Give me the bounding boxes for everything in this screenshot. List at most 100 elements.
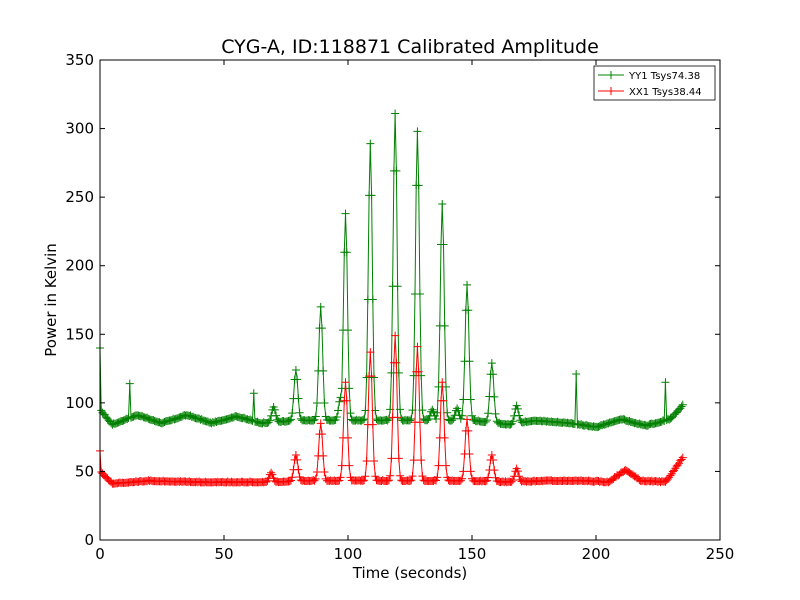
- legend-label: YY1 Tsys74.38: [628, 71, 700, 82]
- legend-marker: [607, 71, 615, 79]
- data-point: [319, 366, 328, 375]
- data-point: [295, 408, 304, 417]
- legend-entries: YY1 Tsys74.38 XX1 Tsys38.44: [598, 71, 702, 98]
- data-point: [320, 468, 329, 477]
- data-point: [409, 456, 418, 465]
- data-point: [415, 418, 424, 427]
- data-point: [360, 415, 369, 424]
- data-point: [335, 397, 344, 406]
- ticks-layer: 0 50 100 150 200 250 0 50 100 150 200 250 300 350: [65, 51, 734, 563]
- data-point: [316, 302, 325, 311]
- x-tick-label: 250: [706, 545, 735, 563]
- data-point: [267, 468, 276, 477]
- data-point: [666, 471, 675, 480]
- data-point: [407, 476, 416, 485]
- data-point: [265, 416, 274, 425]
- data-point: [487, 450, 496, 459]
- y-tick-label: 0: [84, 531, 94, 549]
- y-tick-label: 250: [65, 188, 94, 206]
- data-point: [466, 395, 475, 404]
- data-point: [490, 392, 499, 401]
- data-point: [286, 415, 295, 424]
- y-axis-label: Power in Kelvin: [42, 243, 60, 357]
- data-point: [334, 406, 343, 415]
- data-point: [438, 378, 447, 387]
- data-point: [441, 382, 450, 391]
- data-point: [293, 455, 302, 464]
- legend-marker: [607, 87, 615, 95]
- data-point: [345, 461, 354, 470]
- data-point: [342, 248, 351, 257]
- data-point: [433, 473, 442, 482]
- data-point: [513, 404, 522, 413]
- data-point: [458, 474, 467, 483]
- data-point: [454, 406, 463, 415]
- data-point: [313, 398, 321, 407]
- data-point: [484, 473, 493, 482]
- data-point: [268, 470, 277, 479]
- data-point: [366, 139, 375, 148]
- data-point: [392, 166, 401, 175]
- data-point: [443, 408, 452, 417]
- data-point: [346, 409, 355, 418]
- data-point: [393, 413, 402, 422]
- data-point: [417, 456, 426, 465]
- data-point: [407, 415, 416, 424]
- x-tick-label: 200: [582, 545, 611, 563]
- y-tick-label: 200: [65, 257, 94, 275]
- data-point: [464, 426, 473, 435]
- series-0: [96, 109, 687, 432]
- data-point: [337, 461, 346, 470]
- data-point: [490, 466, 499, 475]
- data-point: [247, 416, 256, 425]
- data-point: [458, 411, 467, 420]
- data-point: [294, 394, 303, 403]
- y-tick-label: 300: [65, 120, 94, 138]
- data-point: [341, 209, 350, 218]
- data-point: [508, 476, 517, 485]
- data-point: [508, 417, 517, 426]
- data-point: [311, 474, 320, 483]
- series-layer: [96, 109, 687, 488]
- x-tick-label: 100: [334, 545, 363, 563]
- data-point: [342, 396, 351, 405]
- data-point: [484, 409, 493, 418]
- data-point: [392, 358, 401, 367]
- data-point: [487, 359, 496, 368]
- data-point: [316, 419, 325, 428]
- data-point: [441, 461, 450, 470]
- data-point: [344, 326, 352, 335]
- data-point: [368, 295, 377, 304]
- data-point: [396, 471, 405, 480]
- data-point: [439, 240, 448, 249]
- data-point: [406, 476, 414, 485]
- data-point: [677, 455, 686, 464]
- data-point: [515, 472, 524, 481]
- data-point: [482, 416, 491, 425]
- data-point: [358, 415, 367, 424]
- data-point: [344, 433, 352, 442]
- data-point: [413, 127, 422, 136]
- data-point: [367, 372, 376, 381]
- data-point: [414, 181, 423, 190]
- data-point: [459, 467, 468, 476]
- axes-frame: [99, 59, 721, 541]
- data-point: [491, 409, 500, 418]
- y-tick-label: 100: [65, 394, 94, 412]
- data-point: [433, 408, 442, 417]
- data-point: [383, 476, 392, 485]
- data-point: [345, 384, 354, 393]
- data-point: [429, 407, 438, 416]
- data-point: [466, 467, 475, 476]
- data-point: [408, 472, 417, 481]
- data-point: [291, 450, 300, 459]
- data-point: [264, 418, 273, 427]
- data-point: [440, 321, 449, 330]
- data-point: [125, 379, 134, 388]
- data-point: [288, 473, 297, 482]
- data-point: [463, 280, 472, 289]
- data-point: [513, 467, 522, 476]
- data-point: [428, 405, 437, 414]
- data-point: [678, 453, 687, 462]
- data-point: [341, 378, 350, 387]
